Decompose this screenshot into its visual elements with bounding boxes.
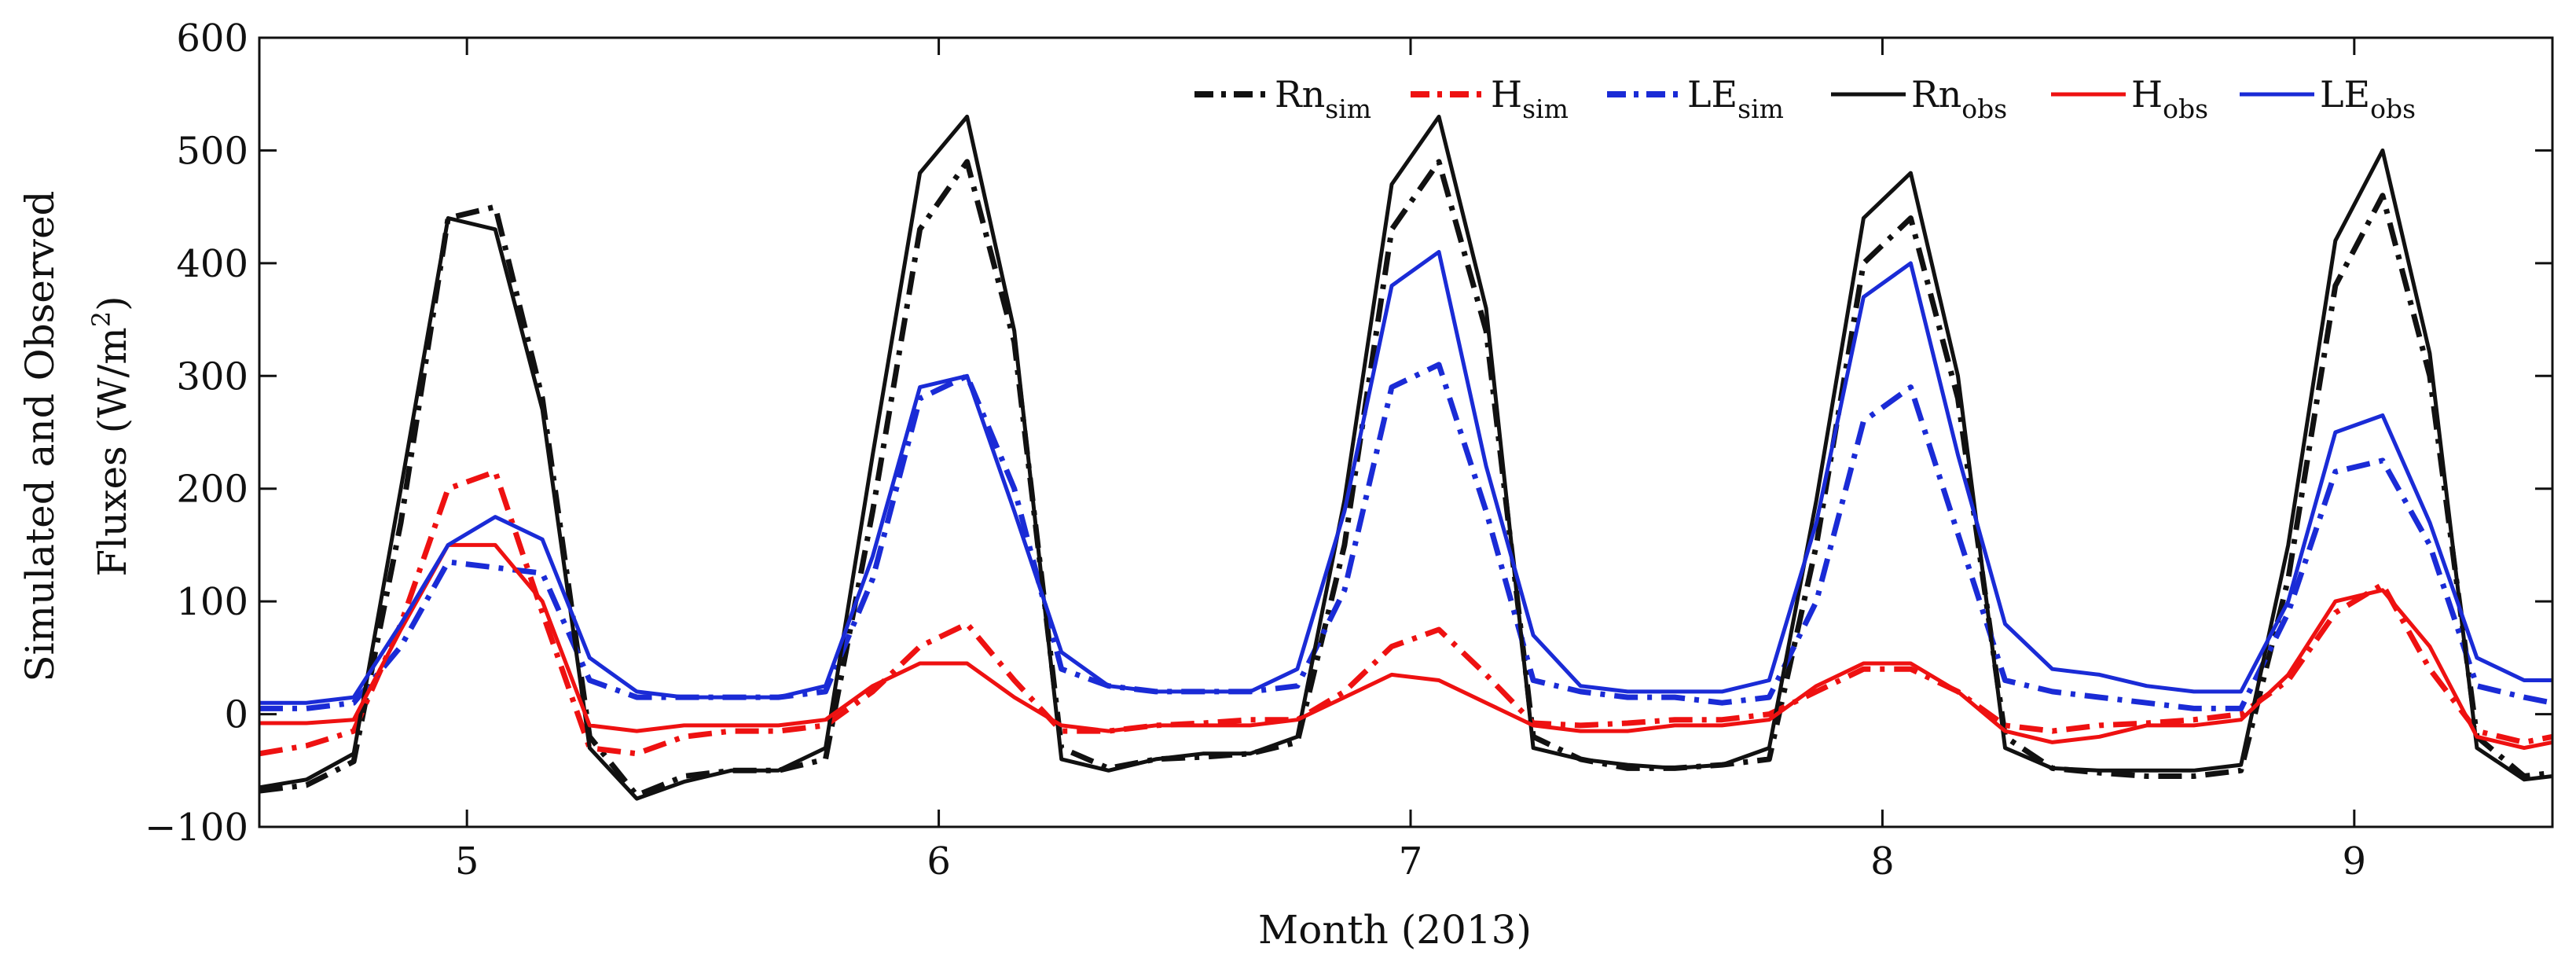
y-tick-label: −100: [145, 806, 248, 850]
series-line-le-sim: [259, 362, 2553, 711]
x-tick-label: 5: [455, 839, 479, 883]
plot-frame: [258, 36, 2554, 828]
x-axis-ticks: 5 6 7 8 9: [455, 38, 2366, 883]
x-tick-label: 7: [1399, 839, 1423, 883]
series-line-rn-sim: [259, 159, 2553, 799]
y-axis-title-superscript: 2: [86, 311, 116, 327]
x-axis-title: Month (2013): [1258, 907, 1532, 953]
y-tick-label: 500: [176, 129, 248, 173]
series-line-le-obs: [259, 250, 2552, 705]
y-tick-label: 200: [176, 468, 248, 512]
y-axis-title: Simulated and Observed: [17, 190, 63, 681]
y-tick-label: 100: [176, 580, 248, 624]
legend-label-rn-sim: Rnsim: [1275, 73, 1371, 124]
plot-area: [258, 36, 2554, 828]
legend-label-h-sim: Hsim: [1491, 73, 1569, 124]
y-axis-title-line1: Simulated and Observed: [17, 190, 63, 681]
y-tick-label: 600: [176, 17, 248, 61]
legend-label-le-obs: LEobs: [2320, 73, 2416, 124]
y-axis-title-line2: Fluxes (W/m2): [86, 296, 135, 576]
y-tick-label: 400: [176, 242, 248, 286]
series-line-rn-obs: [259, 114, 2553, 801]
series-line-h-obs: [259, 542, 2553, 751]
y-tick-label: 300: [176, 354, 248, 399]
x-tick-label: 6: [927, 839, 951, 883]
legend-label-le-sim: LEsim: [1687, 73, 1784, 124]
y-axis-title-close: ): [90, 296, 135, 311]
y-axis-title-line2-group: Fluxes (W/m2): [86, 296, 135, 576]
y-axis-ticks: −100 0 100 200 300 400 500 600: [145, 17, 2552, 850]
legend: Rnsim Hsim LEsim Rnobs Hobs LEobs: [1194, 73, 2416, 124]
x-tick-label: 9: [2343, 839, 2367, 883]
series-line-h-sim: [259, 468, 2553, 757]
y-axis-title-units: Fluxes (W/m: [90, 327, 135, 576]
legend-label-rn-obs: Rnobs: [1911, 73, 2007, 124]
legend-label-h-obs: Hobs: [2131, 73, 2208, 124]
x-tick-label: 8: [1870, 839, 1895, 883]
y-tick-label: 0: [224, 693, 248, 737]
